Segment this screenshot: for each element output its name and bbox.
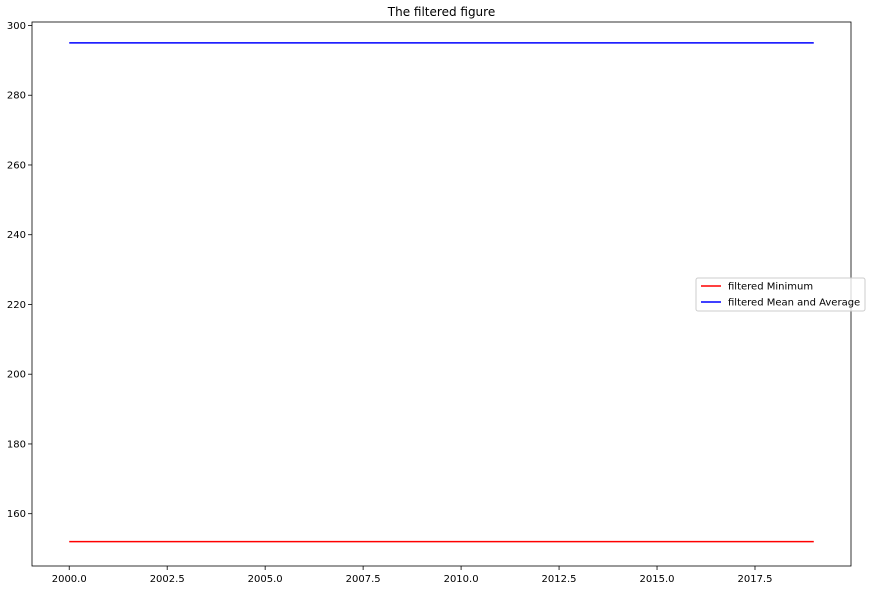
- x-tick-label: 2002.5: [150, 574, 185, 585]
- x-tick-label: 2005.0: [248, 574, 283, 585]
- x-tick-label: 2000.0: [52, 574, 87, 585]
- y-tick-label: 280: [7, 91, 26, 102]
- legend-label: filtered Mean and Average: [728, 298, 860, 309]
- y-tick-label: 240: [7, 230, 26, 241]
- y-tick-label: 260: [7, 160, 26, 171]
- legend-label: filtered Minimum: [728, 282, 813, 293]
- y-tick-label: 300: [7, 21, 26, 32]
- y-tick-label: 220: [7, 300, 26, 311]
- series-lines: [69, 42, 814, 543]
- y-tick-label: 200: [7, 370, 26, 381]
- y-axis: 160 180 200 220 240 260 280 300: [7, 21, 32, 520]
- x-tick-label: 2010.0: [444, 574, 479, 585]
- x-tick-label: 2012.5: [542, 574, 577, 585]
- legend: filtered Minimum filtered Mean and Averag…: [695, 277, 866, 312]
- x-axis: 2000.0 2002.5 2005.0 2007.5 2010.0 2012.5 2015…: [52, 566, 772, 585]
- y-tick-label: 180: [7, 439, 26, 450]
- chart-title: The filtered figure: [387, 5, 495, 19]
- x-tick-label: 2017.5: [737, 574, 772, 585]
- x-tick-label: 2007.5: [346, 574, 381, 585]
- legend-box: [695, 277, 866, 312]
- y-tick-label: 160: [7, 509, 26, 520]
- x-tick-label: 2015.0: [640, 574, 675, 585]
